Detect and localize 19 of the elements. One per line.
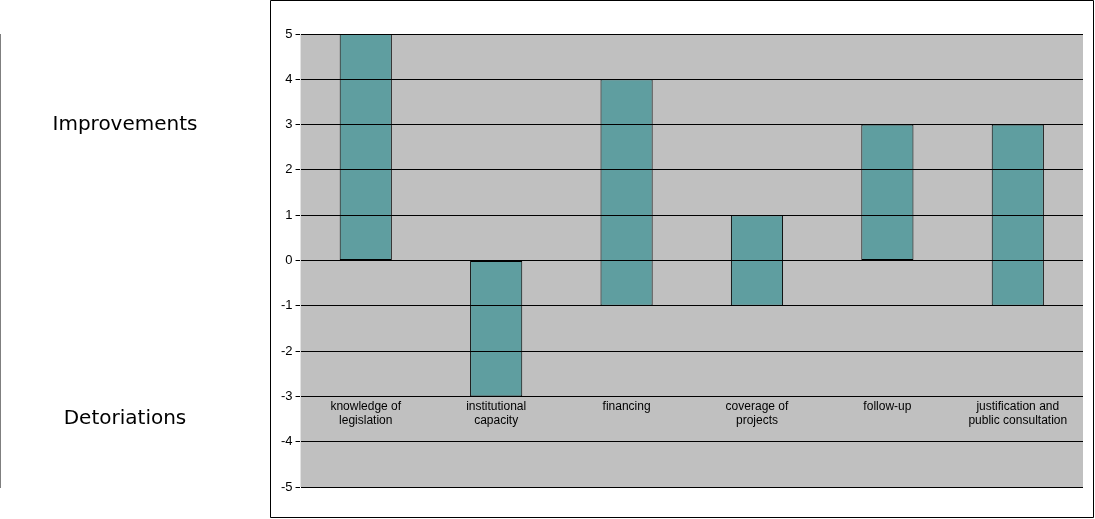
y-tick-label: 2 bbox=[285, 161, 293, 177]
y-tick-label: 4 bbox=[285, 70, 293, 86]
y-tick-label: 1 bbox=[285, 206, 293, 222]
x-tick-label: financing bbox=[602, 398, 651, 413]
x-tick-label: coverage of projects bbox=[725, 398, 789, 427]
y-tick-label: -3 bbox=[281, 387, 293, 403]
y-tick-label: -1 bbox=[281, 297, 293, 313]
y-tick-label: 5 bbox=[285, 25, 293, 41]
x-tick-label: institutional capacity bbox=[466, 398, 527, 427]
x-tick-label: knowledge of legislation bbox=[330, 398, 402, 427]
y-tick-label: 0 bbox=[285, 252, 293, 268]
y-tick-label: -2 bbox=[281, 342, 293, 358]
x-tick-label: justification and public consultation bbox=[968, 398, 1068, 427]
text: Detoriations bbox=[63, 405, 187, 430]
y-tick-label: 3 bbox=[285, 116, 293, 132]
y-tick-label: -4 bbox=[281, 433, 293, 449]
x-tick-label: follow-up bbox=[863, 398, 912, 413]
y-tick-label: -5 bbox=[281, 478, 293, 494]
text: Improvements bbox=[52, 110, 198, 135]
